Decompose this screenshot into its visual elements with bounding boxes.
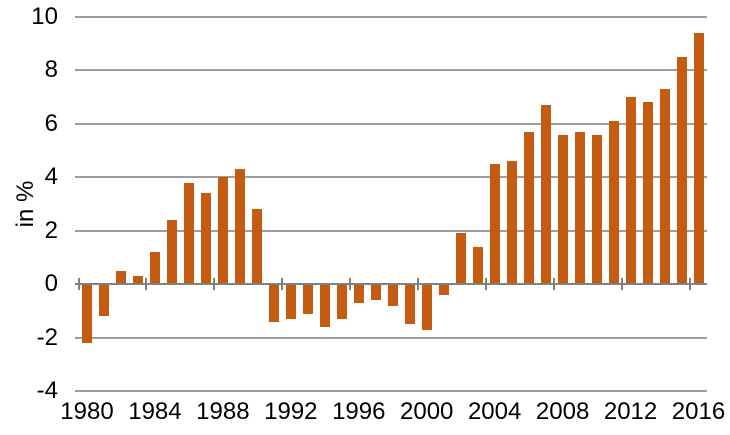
bar-2008 [557, 134, 568, 285]
bar-1995 [336, 284, 347, 319]
bar-1991 [268, 284, 279, 322]
bar-2000 [421, 284, 432, 330]
bar-1989 [234, 169, 245, 285]
y-tick-label-10: 10 [31, 3, 58, 30]
bar-2013 [642, 102, 653, 285]
y-tick-label--2: -2 [36, 323, 58, 351]
bar-1986 [183, 182, 194, 285]
x-axis-tick [689, 278, 691, 291]
bar-2009 [574, 131, 585, 285]
x-tick-label-1988: 1988 [196, 398, 250, 425]
x-tick-label-1992: 1992 [264, 398, 318, 425]
x-axis-tick [621, 278, 624, 291]
bar-2001 [438, 284, 449, 295]
x-tick-label-1980: 1980 [60, 398, 114, 425]
bar-2003 [472, 246, 483, 285]
bar-1990 [251, 209, 262, 285]
y-tick-label-4: 4 [44, 163, 58, 191]
bar-2011 [608, 121, 619, 285]
bar-1993 [302, 284, 313, 314]
bar-1994 [319, 284, 330, 327]
bar-1996 [353, 284, 364, 303]
bar-1980 [81, 284, 92, 343]
x-tick-label-2016: 2016 [671, 398, 726, 425]
x-axis-tick [485, 278, 488, 291]
y-tick-label-0: 0 [44, 270, 58, 298]
gridline-8 [74, 69, 707, 72]
bar-1984 [149, 252, 160, 285]
x-tick-label-2008: 2008 [535, 398, 590, 425]
bar-1987 [200, 193, 211, 285]
bar-1999 [404, 284, 415, 325]
gridline-2 [74, 229, 707, 232]
bar-2014 [659, 89, 670, 285]
x-axis-tick [553, 278, 556, 291]
gridline--4 [74, 390, 707, 392]
x-axis-tick [281, 278, 284, 291]
bar-2007 [540, 105, 551, 285]
bar-2004 [489, 163, 500, 285]
gridline-4 [74, 176, 707, 179]
bar-2010 [591, 134, 602, 285]
x-axis-tick [349, 278, 352, 291]
x-axis-tick [417, 278, 420, 291]
x-axis-tick [213, 278, 216, 291]
bar-1992 [285, 284, 296, 319]
bar-2016 [693, 33, 704, 285]
gridline-6 [74, 122, 707, 125]
x-axis-line [74, 282, 707, 286]
x-tick-label-2004: 2004 [467, 398, 522, 425]
bar-2006 [523, 131, 534, 285]
gridline--2 [74, 336, 707, 339]
x-tick-label-2000: 2000 [400, 398, 454, 425]
bar-1983 [132, 276, 143, 285]
bar-1998 [387, 284, 398, 306]
bar-2005 [506, 161, 517, 285]
x-tick-label-2012: 2012 [603, 398, 658, 425]
x-axis-tick [145, 278, 148, 291]
x-axis-tick [77, 278, 80, 291]
x-tick-label-1984: 1984 [128, 398, 182, 425]
y-tick-label-2: 2 [44, 216, 58, 244]
x-tick-label-1996: 1996 [332, 398, 386, 425]
bar-1988 [217, 177, 228, 285]
gridline-10 [74, 16, 707, 18]
y-tick-label--4: -4 [36, 377, 58, 404]
bar-1985 [166, 220, 177, 285]
bar-1997 [370, 284, 381, 301]
bar-1981 [98, 284, 109, 317]
y-tick-label-8: 8 [44, 56, 58, 84]
bar-2015 [676, 57, 687, 285]
bar-2012 [625, 97, 636, 285]
y-tick-label-6: 6 [44, 109, 58, 137]
bar-2002 [455, 233, 466, 285]
bar-1982 [115, 270, 126, 285]
